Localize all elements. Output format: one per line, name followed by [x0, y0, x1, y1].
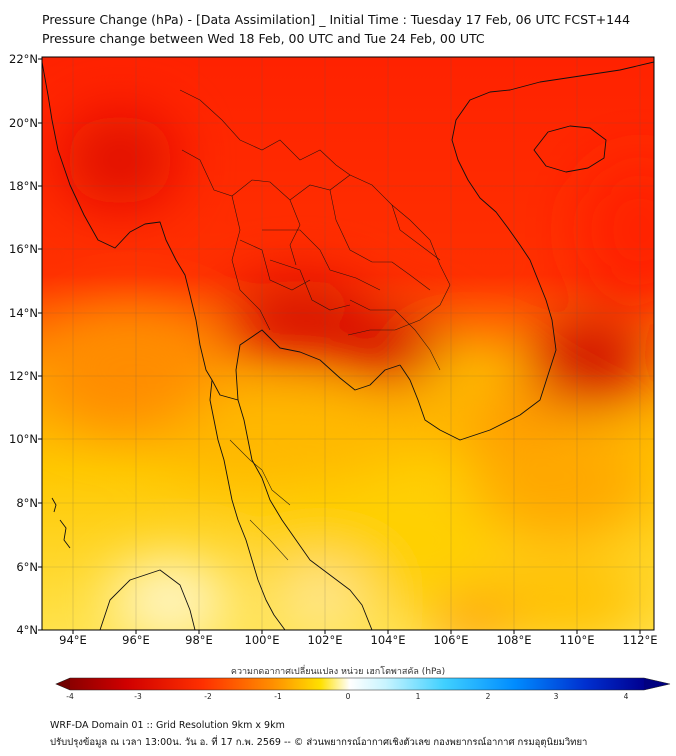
lat-label: 22°N: [9, 52, 38, 66]
lon-label: 94°E: [59, 633, 87, 647]
colorbar-tick: -1: [274, 692, 282, 701]
map-title: Pressure Change (hPa) - [Data Assimilati…: [42, 12, 631, 27]
lon-label: 102°E: [307, 633, 343, 647]
lat-label: 18°N: [9, 179, 38, 193]
coastlines: [42, 61, 654, 630]
lon-label: 106°E: [433, 633, 469, 647]
colorbar-tick: 2: [485, 692, 491, 701]
lat-label: 16°N: [9, 242, 38, 256]
lon-label: 96°E: [122, 633, 150, 647]
lat-label: 4°N: [16, 623, 38, 637]
lat-label: 14°N: [9, 306, 38, 320]
pressure-field: [42, 57, 654, 630]
colorbar-tick: 3: [553, 692, 559, 701]
lon-label: 110°E: [559, 633, 595, 647]
lat-label: 6°N: [16, 560, 38, 574]
map-subtitle: Pressure change between Wed 18 Feb, 00 U…: [42, 31, 485, 46]
colorbar: [55, 677, 671, 691]
borders: [179, 89, 451, 561]
colorbar-tick: 1: [415, 692, 421, 701]
lon-label: 108°E: [496, 633, 532, 647]
axis-ticks: [38, 58, 641, 634]
lon-label: 100°E: [244, 633, 280, 647]
lon-label: 104°E: [370, 633, 406, 647]
lat-label: 10°N: [9, 432, 38, 446]
map-frame: [41, 56, 655, 631]
footer-model-info: WRF-DA Domain 01 :: Grid Resolution 9km …: [50, 720, 285, 731]
colorbar-tick: 4: [623, 692, 629, 701]
footer-update-info: ปรับปรุงข้อมูล ณ เวลา 13:00น. วัน อ. ที่…: [50, 737, 588, 748]
lat-label: 8°N: [16, 496, 38, 510]
colorbar-tick: 0: [345, 692, 351, 701]
lat-label: 20°N: [9, 116, 38, 130]
lon-label: 98°E: [185, 633, 213, 647]
colorbar-title: ความกดอากาศเปลี่ยนแปลง หน่วย เฮกโตพาสคัล…: [230, 667, 446, 677]
colorbar-tick: -3: [134, 692, 142, 701]
lat-lon-grid: [42, 57, 654, 630]
lon-label: 112°E: [622, 633, 658, 647]
colorbar-tick: -2: [204, 692, 212, 701]
lat-label: 12°N: [9, 369, 38, 383]
colorbar-tick: -4: [66, 692, 74, 701]
